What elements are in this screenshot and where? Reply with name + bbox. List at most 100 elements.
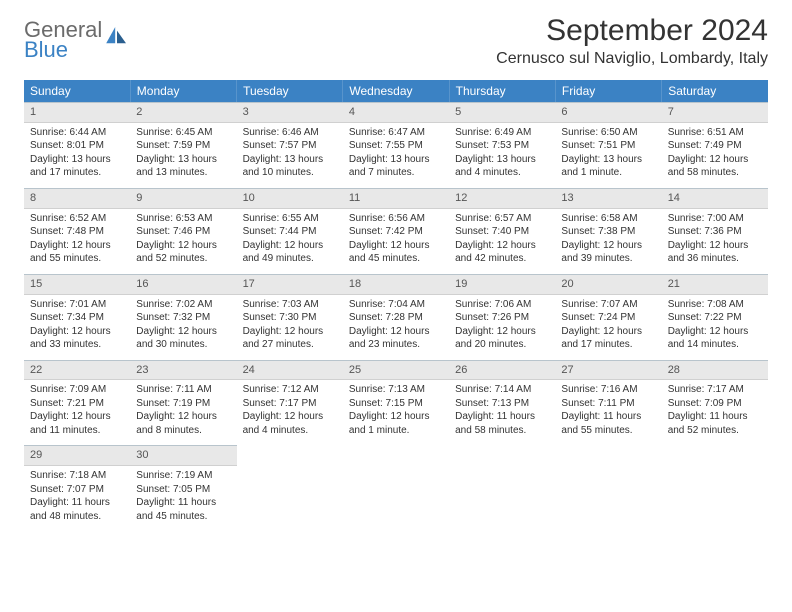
day-body bbox=[662, 466, 768, 520]
daylight-line: Daylight: 12 hours and 45 minutes. bbox=[349, 239, 443, 266]
sunrise-line: Sunrise: 7:17 AM bbox=[668, 383, 762, 397]
sunrise-line: Sunrise: 6:51 AM bbox=[668, 126, 762, 140]
empty-cell bbox=[555, 445, 661, 531]
day-number: 2 bbox=[130, 102, 236, 123]
weekday-header: Sunday bbox=[24, 80, 130, 102]
empty-cell bbox=[343, 445, 449, 531]
sunrise-line: Sunrise: 6:50 AM bbox=[561, 126, 655, 140]
day-number: 27 bbox=[555, 360, 661, 381]
sunrise-line: Sunrise: 6:53 AM bbox=[136, 212, 230, 226]
day-cell: 24Sunrise: 7:12 AMSunset: 7:17 PMDayligh… bbox=[237, 360, 343, 446]
sunset-line: Sunset: 7:46 PM bbox=[136, 225, 230, 239]
calendar-row: 29Sunrise: 7:18 AMSunset: 7:07 PMDayligh… bbox=[24, 445, 768, 531]
day-body: Sunrise: 6:47 AMSunset: 7:55 PMDaylight:… bbox=[343, 123, 449, 188]
daylight-line: Daylight: 12 hours and 36 minutes. bbox=[668, 239, 762, 266]
day-body: Sunrise: 7:11 AMSunset: 7:19 PMDaylight:… bbox=[130, 380, 236, 445]
day-body: Sunrise: 7:17 AMSunset: 7:09 PMDaylight:… bbox=[662, 380, 768, 445]
daylight-line: Daylight: 12 hours and 11 minutes. bbox=[30, 410, 124, 437]
sunrise-line: Sunrise: 7:19 AM bbox=[136, 469, 230, 483]
sunset-line: Sunset: 7:24 PM bbox=[561, 311, 655, 325]
sunrise-line: Sunrise: 7:00 AM bbox=[668, 212, 762, 226]
day-cell: 25Sunrise: 7:13 AMSunset: 7:15 PMDayligh… bbox=[343, 360, 449, 446]
daylight-line: Daylight: 12 hours and 1 minute. bbox=[349, 410, 443, 437]
sunset-line: Sunset: 7:34 PM bbox=[30, 311, 124, 325]
day-number bbox=[555, 445, 661, 466]
sunrise-line: Sunrise: 6:56 AM bbox=[349, 212, 443, 226]
daylight-line: Daylight: 13 hours and 4 minutes. bbox=[455, 153, 549, 180]
day-number: 26 bbox=[449, 360, 555, 381]
day-body: Sunrise: 6:57 AMSunset: 7:40 PMDaylight:… bbox=[449, 209, 555, 274]
day-number: 19 bbox=[449, 274, 555, 295]
daylight-line: Daylight: 12 hours and 14 minutes. bbox=[668, 325, 762, 352]
sunset-line: Sunset: 7:28 PM bbox=[349, 311, 443, 325]
day-cell: 6Sunrise: 6:50 AMSunset: 7:51 PMDaylight… bbox=[555, 102, 661, 188]
day-cell: 15Sunrise: 7:01 AMSunset: 7:34 PMDayligh… bbox=[24, 274, 130, 360]
day-number: 4 bbox=[343, 102, 449, 123]
day-body: Sunrise: 6:46 AMSunset: 7:57 PMDaylight:… bbox=[237, 123, 343, 188]
sunrise-line: Sunrise: 6:57 AM bbox=[455, 212, 549, 226]
sunrise-line: Sunrise: 7:03 AM bbox=[243, 298, 337, 312]
calendar-row: 1Sunrise: 6:44 AMSunset: 8:01 PMDaylight… bbox=[24, 102, 768, 188]
day-number: 9 bbox=[130, 188, 236, 209]
daylight-line: Daylight: 11 hours and 48 minutes. bbox=[30, 496, 124, 523]
day-number: 8 bbox=[24, 188, 130, 209]
sunrise-line: Sunrise: 7:13 AM bbox=[349, 383, 443, 397]
daylight-line: Daylight: 12 hours and 42 minutes. bbox=[455, 239, 549, 266]
day-body: Sunrise: 7:14 AMSunset: 7:13 PMDaylight:… bbox=[449, 380, 555, 445]
sunset-line: Sunset: 7:11 PM bbox=[561, 397, 655, 411]
day-number: 20 bbox=[555, 274, 661, 295]
day-number bbox=[237, 445, 343, 466]
weekday-header-row: SundayMondayTuesdayWednesdayThursdayFrid… bbox=[24, 80, 768, 102]
daylight-line: Daylight: 13 hours and 10 minutes. bbox=[243, 153, 337, 180]
sunset-line: Sunset: 7:40 PM bbox=[455, 225, 549, 239]
sunset-line: Sunset: 7:49 PM bbox=[668, 139, 762, 153]
day-body: Sunrise: 7:06 AMSunset: 7:26 PMDaylight:… bbox=[449, 295, 555, 360]
weekday-header: Monday bbox=[130, 80, 236, 102]
sunrise-line: Sunrise: 7:16 AM bbox=[561, 383, 655, 397]
sunset-line: Sunset: 7:05 PM bbox=[136, 483, 230, 497]
day-body: Sunrise: 7:09 AMSunset: 7:21 PMDaylight:… bbox=[24, 380, 130, 445]
daylight-line: Daylight: 12 hours and 58 minutes. bbox=[668, 153, 762, 180]
sunset-line: Sunset: 7:21 PM bbox=[30, 397, 124, 411]
sunset-line: Sunset: 8:01 PM bbox=[30, 139, 124, 153]
day-body: Sunrise: 7:13 AMSunset: 7:15 PMDaylight:… bbox=[343, 380, 449, 445]
day-number: 15 bbox=[24, 274, 130, 295]
day-body: Sunrise: 7:19 AMSunset: 7:05 PMDaylight:… bbox=[130, 466, 236, 531]
day-cell: 8Sunrise: 6:52 AMSunset: 7:48 PMDaylight… bbox=[24, 188, 130, 274]
sunset-line: Sunset: 7:38 PM bbox=[561, 225, 655, 239]
sunrise-line: Sunrise: 7:07 AM bbox=[561, 298, 655, 312]
daylight-line: Daylight: 12 hours and 20 minutes. bbox=[455, 325, 549, 352]
day-body bbox=[449, 466, 555, 520]
day-number: 28 bbox=[662, 360, 768, 381]
day-cell: 23Sunrise: 7:11 AMSunset: 7:19 PMDayligh… bbox=[130, 360, 236, 446]
day-number: 10 bbox=[237, 188, 343, 209]
daylight-line: Daylight: 13 hours and 17 minutes. bbox=[30, 153, 124, 180]
day-body: Sunrise: 7:01 AMSunset: 7:34 PMDaylight:… bbox=[24, 295, 130, 360]
daylight-line: Daylight: 12 hours and 52 minutes. bbox=[136, 239, 230, 266]
sunrise-line: Sunrise: 6:46 AM bbox=[243, 126, 337, 140]
day-number: 25 bbox=[343, 360, 449, 381]
sunset-line: Sunset: 7:44 PM bbox=[243, 225, 337, 239]
weekday-header: Tuesday bbox=[237, 80, 343, 102]
calendar-row: 8Sunrise: 6:52 AMSunset: 7:48 PMDaylight… bbox=[24, 188, 768, 274]
daylight-line: Daylight: 11 hours and 52 minutes. bbox=[668, 410, 762, 437]
sunset-line: Sunset: 7:48 PM bbox=[30, 225, 124, 239]
day-cell: 29Sunrise: 7:18 AMSunset: 7:07 PMDayligh… bbox=[24, 445, 130, 531]
sunrise-line: Sunrise: 7:08 AM bbox=[668, 298, 762, 312]
sunset-line: Sunset: 7:17 PM bbox=[243, 397, 337, 411]
day-cell: 21Sunrise: 7:08 AMSunset: 7:22 PMDayligh… bbox=[662, 274, 768, 360]
day-body: Sunrise: 7:08 AMSunset: 7:22 PMDaylight:… bbox=[662, 295, 768, 360]
sunrise-line: Sunrise: 7:04 AM bbox=[349, 298, 443, 312]
logo-word-blue: Blue bbox=[24, 40, 102, 60]
day-cell: 16Sunrise: 7:02 AMSunset: 7:32 PMDayligh… bbox=[130, 274, 236, 360]
daylight-line: Daylight: 13 hours and 7 minutes. bbox=[349, 153, 443, 180]
empty-cell bbox=[449, 445, 555, 531]
day-number: 21 bbox=[662, 274, 768, 295]
day-number: 30 bbox=[130, 445, 236, 466]
sunset-line: Sunset: 7:53 PM bbox=[455, 139, 549, 153]
sunrise-line: Sunrise: 6:44 AM bbox=[30, 126, 124, 140]
day-body bbox=[343, 466, 449, 520]
empty-cell bbox=[237, 445, 343, 531]
day-cell: 1Sunrise: 6:44 AMSunset: 8:01 PMDaylight… bbox=[24, 102, 130, 188]
day-cell: 5Sunrise: 6:49 AMSunset: 7:53 PMDaylight… bbox=[449, 102, 555, 188]
